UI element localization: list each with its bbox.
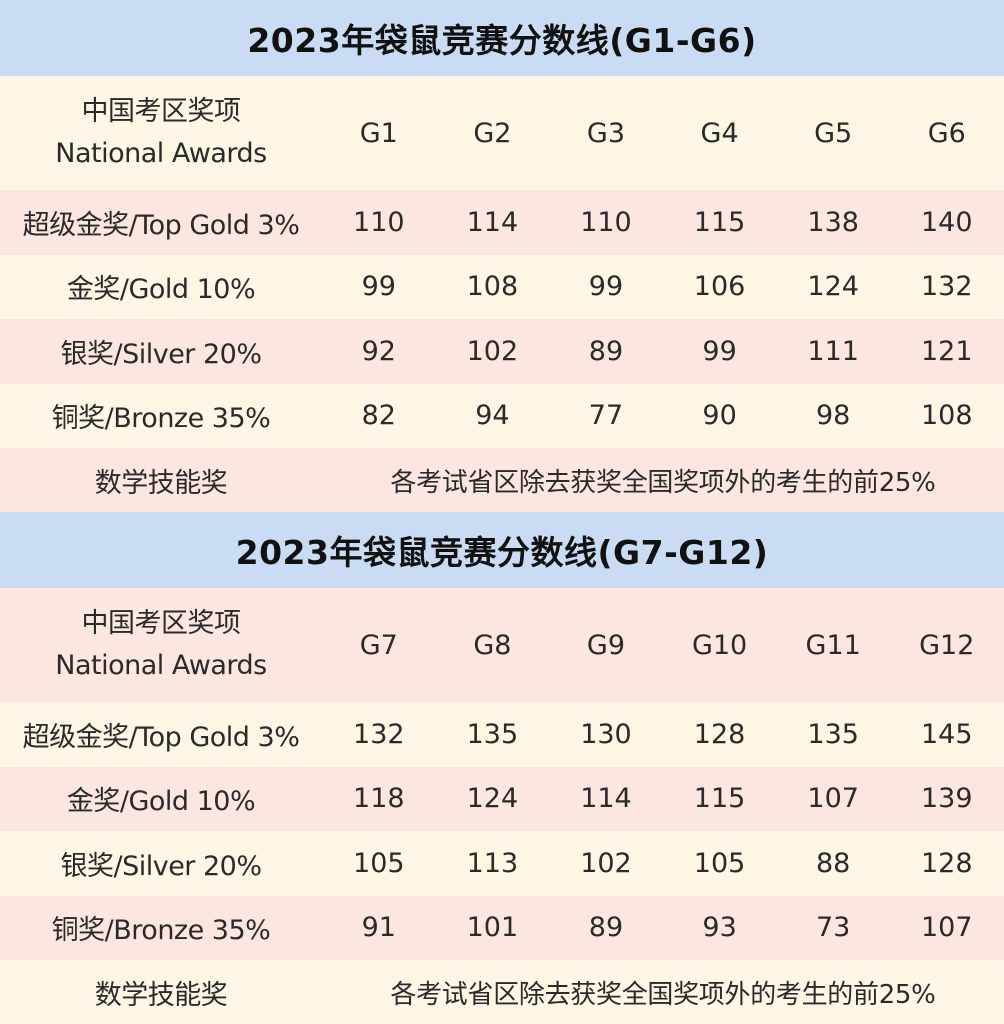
score-cell: 135 (807, 718, 859, 750)
score-cell: 89 (588, 912, 624, 944)
score-cell: 107 (807, 783, 859, 815)
score-cell: 91 (361, 912, 396, 944)
score-cell: 118 (353, 783, 405, 815)
score-cell: 73 (815, 912, 851, 944)
grade-header: G7 (359, 629, 398, 661)
table-header-row: 中国考区奖项 National Awards G1 G2 G3 G4 G5 G6 (0, 76, 1004, 190)
award-label: 银奖/Silver 20% (60, 338, 262, 370)
award-label: 银奖/Silver 20% (60, 850, 262, 882)
table-row: 金奖/Gold 10% 99 108 99 106 124 132 (0, 254, 1004, 319)
score-cell: 88 (815, 847, 851, 879)
score-cell: 113 (466, 847, 519, 879)
award-label: 金奖/Gold 10% (66, 274, 256, 306)
score-cell: 121 (920, 335, 973, 367)
header-label-cn: 中国考区奖项 (81, 96, 242, 127)
table-g7-g12: 2023年袋鼠竞赛分数线(G7-G12) 中国考区奖项 National Awa… (0, 512, 1004, 1024)
table-row: 铜奖/Bronze 35% 91 101 89 93 73 107 (0, 895, 1004, 960)
grade-header: G6 (927, 117, 966, 149)
table-row: 铜奖/Bronze 35% 82 94 77 90 98 108 (0, 383, 1004, 448)
score-cell: 139 (920, 783, 973, 815)
table-header-row: 中国考区奖项 National Awards G7 G8 G9 G10 G11 … (0, 588, 1004, 702)
score-cell: 115 (693, 206, 746, 238)
score-cell: 124 (807, 271, 859, 303)
table-title: 2023年袋鼠竞赛分数线(G7-G12) (0, 512, 1004, 588)
table-row: 金奖/Gold 10% 118 124 114 115 107 139 (0, 766, 1004, 831)
score-cell: 99 (361, 271, 396, 303)
score-cell: 132 (353, 718, 405, 750)
score-cell: 135 (466, 718, 519, 750)
award-label: 铜奖/Bronze 35% (51, 915, 271, 947)
score-cell: 128 (920, 847, 973, 879)
table-row: 银奖/Silver 20% 92 102 89 99 111 121 (0, 319, 1004, 384)
header-label-en: National Awards (55, 650, 267, 681)
score-cell: 94 (475, 400, 510, 432)
score-cell: 105 (693, 847, 746, 879)
header-label-cn: 中国考区奖项 (81, 608, 242, 639)
score-cell: 130 (580, 718, 632, 750)
header-label: 中国考区奖项 National Awards (0, 603, 322, 687)
skill-award-row: 数学技能奖 各考试省区除去获奖全国奖项外的考生的前25% (0, 960, 1004, 1024)
award-label: 超级金奖/Top Gold 3% (22, 721, 300, 753)
score-cell: 111 (807, 335, 859, 367)
skill-award-note: 各考试省区除去获奖全国奖项外的考生的前25% (390, 467, 936, 498)
grade-header: G2 (473, 117, 512, 149)
score-cell: 128 (693, 718, 746, 750)
score-cell: 114 (580, 783, 632, 815)
skill-award-row: 数学技能奖 各考试省区除去获奖全国奖项外的考生的前25% (0, 448, 1004, 513)
table-row: 银奖/Silver 20% 105 113 102 105 88 128 (0, 831, 1004, 896)
score-cell: 108 (920, 400, 973, 432)
award-label: 金奖/Gold 10% (66, 786, 256, 818)
score-cell: 89 (588, 335, 624, 367)
grade-header: G12 (919, 629, 975, 661)
score-cell: 101 (466, 912, 519, 944)
score-cell: 92 (361, 335, 396, 367)
award-label: 超级金奖/Top Gold 3% (22, 209, 300, 241)
skill-award-label: 数学技能奖 (94, 467, 228, 499)
table-row: 超级金奖/Top Gold 3% 132 135 130 128 135 145 (0, 702, 1004, 767)
grade-header: G5 (814, 117, 853, 149)
score-cell: 114 (466, 206, 519, 238)
score-cell: 99 (588, 271, 624, 303)
grade-header: G10 (691, 629, 748, 661)
table-row: 超级金奖/Top Gold 3% 110 114 110 115 138 140 (0, 190, 1004, 255)
table-g1-g6: 2023年袋鼠竞赛分数线(G1-G6) 中国考区奖项 National Awar… (0, 0, 1004, 513)
grade-header: G4 (700, 117, 739, 149)
grade-header: G1 (359, 117, 398, 149)
grade-header: G8 (473, 629, 512, 661)
score-cell: 140 (920, 206, 973, 238)
score-cell: 90 (702, 400, 737, 432)
score-cell: 99 (702, 335, 737, 367)
score-cell: 115 (693, 783, 746, 815)
header-label: 中国考区奖项 National Awards (0, 91, 322, 175)
score-cell: 110 (353, 206, 405, 238)
score-cell: 98 (815, 400, 851, 432)
score-cell: 102 (580, 847, 632, 879)
grade-header: G9 (586, 629, 626, 661)
score-cell: 138 (807, 206, 859, 238)
skill-award-label: 数学技能奖 (94, 979, 228, 1011)
score-cell: 124 (466, 783, 519, 815)
table-title: 2023年袋鼠竞赛分数线(G1-G6) (0, 0, 1004, 76)
score-cell: 105 (353, 847, 405, 879)
score-cell: 145 (920, 718, 973, 750)
score-cell: 77 (588, 400, 624, 432)
score-cell: 93 (702, 912, 737, 944)
score-cell: 106 (693, 271, 746, 303)
score-cell: 107 (920, 912, 973, 944)
score-cell: 82 (361, 400, 396, 432)
score-cell: 110 (580, 206, 632, 238)
grade-header: G3 (586, 117, 626, 149)
score-cell: 132 (920, 271, 973, 303)
header-label-en: National Awards (55, 138, 267, 169)
score-cell: 102 (466, 335, 519, 367)
grade-header: G11 (805, 629, 861, 661)
skill-award-note: 各考试省区除去获奖全国奖项外的考生的前25% (390, 979, 936, 1010)
score-cell: 108 (466, 271, 519, 303)
award-label: 铜奖/Bronze 35% (51, 403, 271, 435)
